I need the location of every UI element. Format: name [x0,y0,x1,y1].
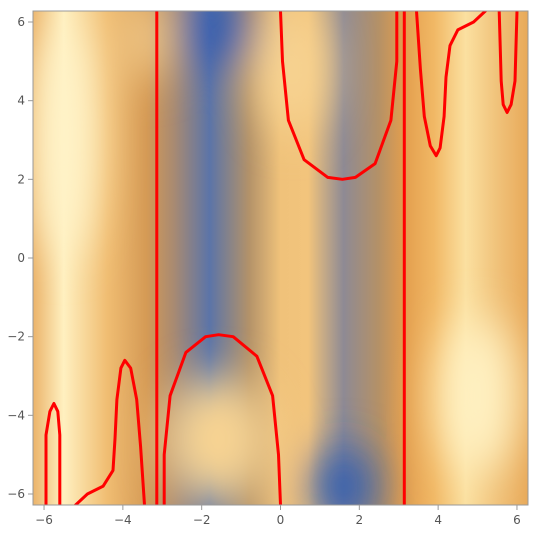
y-tick-label: 0 [17,251,25,265]
x-tick-label: 2 [356,513,364,527]
y-tick-label: 4 [17,94,25,108]
contour-line-6 [415,11,487,158]
density-spot-1 [312,446,376,505]
x-tick-label: 4 [434,513,442,527]
density-spot-6 [33,22,96,258]
density-spot-0 [185,11,249,70]
contour-line-4 [162,333,282,505]
contour-line-2 [44,402,62,505]
y-tick-label: −2 [7,330,25,344]
y-tick-label: −6 [7,487,25,501]
contour-line-5 [279,11,399,181]
x-tick-label: 6 [513,513,521,527]
x-tick-label: 0 [277,513,285,527]
x-tick-label: −2 [193,513,211,527]
y-tick-label: 2 [17,172,25,186]
contour-line-3 [74,358,146,505]
y-tick-label: 6 [17,15,25,29]
x-tick-label: −6 [35,513,53,527]
density-spot-4 [162,375,273,502]
y-axis: −6 −4 −2 0 2 4 6 [7,15,33,501]
contour-line-7 [497,11,519,114]
x-tick-label: −4 [114,513,132,527]
y-tick-label: −4 [7,408,25,422]
density-spot-5 [438,316,517,475]
x-axis: −6 −4 −2 0 2 4 6 [35,505,521,527]
plot-area [33,11,528,505]
density-spot-3 [256,11,328,133]
contour-lines [44,11,519,505]
density-spots [33,11,517,505]
